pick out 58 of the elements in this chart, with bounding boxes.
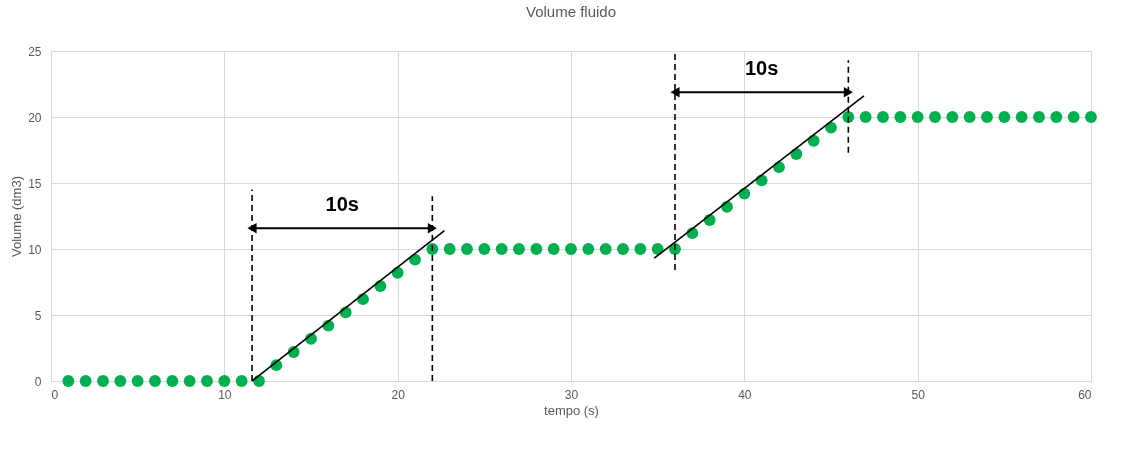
annotation: 10s — [744, 57, 779, 80]
point — [461, 243, 473, 255]
point — [97, 375, 109, 387]
point — [131, 375, 144, 387]
y-tick-label: 0 — [34, 374, 42, 389]
y-tick-label: 5 — [34, 308, 42, 323]
point — [981, 111, 993, 123]
point — [183, 375, 196, 387]
point — [114, 375, 127, 387]
x-tick-label: 50 — [911, 387, 926, 402]
point — [859, 111, 872, 123]
point — [651, 243, 664, 255]
point — [547, 243, 560, 255]
point — [1067, 111, 1080, 123]
y-tick-label: 20 — [28, 110, 42, 125]
point — [62, 375, 75, 387]
point — [149, 375, 161, 387]
y-tick-label: 10 — [28, 242, 42, 257]
point — [617, 243, 629, 255]
x-tick-label: 60 — [1078, 387, 1092, 402]
point — [565, 243, 577, 255]
chart-title: Volume fluido — [525, 3, 617, 20]
y-tick-label: 15 — [28, 176, 42, 191]
point — [201, 375, 213, 387]
point — [599, 243, 612, 255]
annotation: 10s — [325, 193, 359, 216]
point — [877, 111, 889, 123]
y-tick-label: 25 — [28, 44, 42, 59]
point — [166, 375, 179, 387]
point — [235, 375, 248, 387]
x-tick-label: 30 — [564, 387, 579, 402]
x-tick-label: 0 — [51, 387, 59, 402]
point — [1050, 111, 1063, 123]
point — [1033, 111, 1045, 123]
point — [1015, 111, 1028, 123]
point — [842, 111, 855, 123]
y-axis-title: Volume (dm3) — [9, 176, 25, 257]
point — [582, 243, 595, 255]
x-tick-label: 40 — [738, 387, 752, 402]
point — [911, 111, 924, 123]
point — [929, 111, 941, 123]
point — [530, 243, 543, 255]
point — [443, 243, 456, 255]
point — [426, 243, 439, 255]
point — [963, 111, 976, 123]
point — [218, 375, 231, 387]
point — [634, 243, 647, 255]
x-tick-label: 10 — [218, 387, 232, 402]
point — [998, 111, 1011, 123]
point — [1085, 111, 1097, 123]
point — [513, 243, 525, 255]
point — [79, 375, 92, 387]
x-tick-label: 20 — [391, 387, 406, 402]
point — [495, 243, 508, 255]
x-axis-title: tempo (s) — [544, 402, 599, 418]
point — [478, 243, 491, 255]
point — [894, 111, 907, 123]
point — [946, 111, 959, 123]
